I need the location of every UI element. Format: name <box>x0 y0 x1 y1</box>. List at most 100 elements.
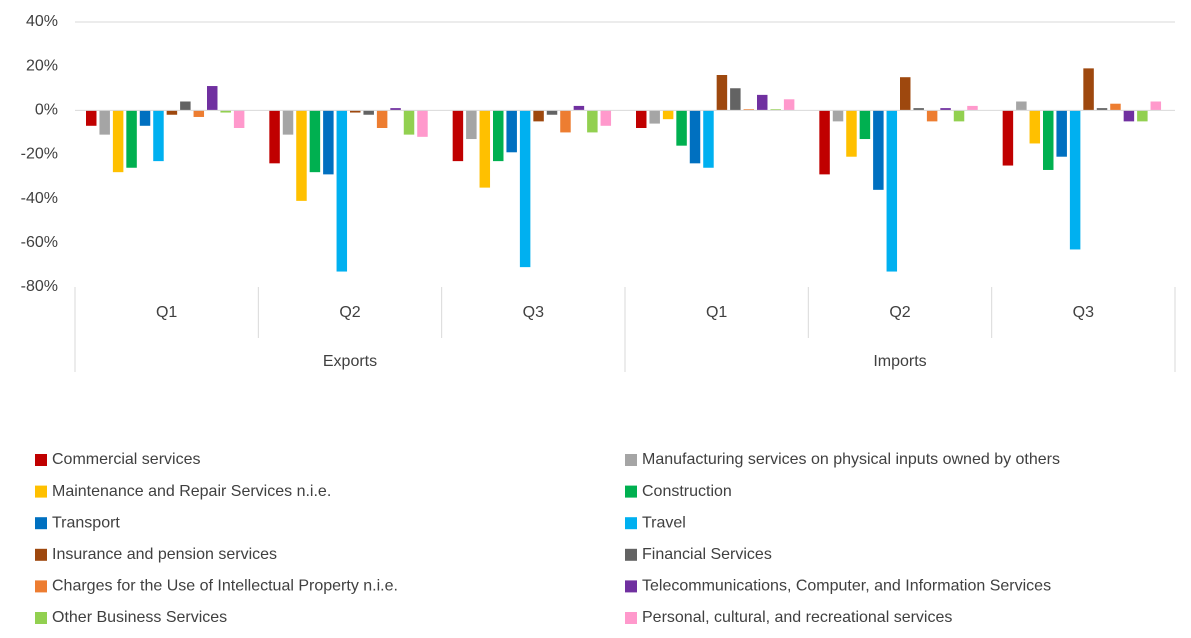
bar <box>139 110 151 126</box>
bar <box>832 110 844 122</box>
legend-label: Financial Services <box>642 546 772 563</box>
y-tick-label: 20% <box>26 57 58 74</box>
bar <box>533 110 544 122</box>
bar <box>417 110 428 137</box>
legend-swatch <box>35 548 47 561</box>
legend-label: Construction <box>642 483 732 500</box>
bar <box>703 110 714 168</box>
legend-label: Maintenance and Repair Services n.i.e. <box>52 483 331 500</box>
bar <box>180 101 191 111</box>
bar <box>269 110 280 164</box>
bar <box>1083 68 1094 111</box>
bar <box>233 110 245 128</box>
bar <box>886 110 898 272</box>
legend-swatch <box>625 517 637 530</box>
group-label: Imports <box>873 353 926 370</box>
legend-label: Charges for the Use of Intellectual Prop… <box>52 578 398 595</box>
legend-swatch <box>35 612 47 624</box>
bar <box>662 110 674 120</box>
bar <box>479 110 491 188</box>
bar <box>926 110 938 122</box>
bar <box>466 110 477 140</box>
bar <box>600 110 612 126</box>
x-tick-label: Q3 <box>523 304 544 321</box>
y-tick-label: -20% <box>21 146 58 163</box>
bar <box>336 110 348 272</box>
bar <box>493 110 504 162</box>
bar <box>900 77 911 111</box>
bar <box>323 110 334 175</box>
bar <box>193 110 205 117</box>
bar <box>953 110 965 122</box>
legend-label: Manufacturing services on physical input… <box>642 451 1060 468</box>
legend-label: Insurance and pension services <box>52 546 277 563</box>
bar <box>940 108 951 111</box>
y-tick-label: 40% <box>26 13 58 30</box>
bar <box>1029 110 1041 144</box>
bar <box>1002 110 1014 166</box>
bar <box>636 110 647 128</box>
bar <box>1043 110 1054 170</box>
bar <box>309 110 321 173</box>
bar <box>676 110 687 146</box>
bar <box>363 110 374 115</box>
bar <box>913 108 924 111</box>
bar <box>1110 103 1121 111</box>
legend-swatch <box>35 580 47 593</box>
bar <box>1137 110 1148 122</box>
legend-swatch <box>625 548 637 561</box>
legend-label: Commercial services <box>52 451 200 468</box>
bar <box>166 110 178 115</box>
legend-label: Other Business Services <box>52 609 227 626</box>
bar <box>573 105 585 111</box>
bar <box>1096 108 1108 111</box>
bar <box>1016 101 1027 111</box>
x-tick-label: Q1 <box>706 304 727 321</box>
bar <box>846 110 857 157</box>
y-tick-label: 0% <box>35 102 58 119</box>
bar <box>560 110 571 133</box>
bar <box>1069 110 1081 250</box>
legend-swatch <box>35 485 47 498</box>
bar <box>296 110 307 201</box>
legend-label: Transport <box>52 514 120 531</box>
bar <box>519 110 531 268</box>
legend-label: Personal, cultural, and recreational ser… <box>642 609 952 626</box>
y-tick-label: -60% <box>21 234 58 251</box>
bar <box>587 110 598 133</box>
y-tick-label: -40% <box>21 190 58 207</box>
x-tick-label: Q3 <box>1073 304 1094 321</box>
bar <box>859 110 871 140</box>
bar <box>99 110 110 135</box>
bar <box>770 109 781 111</box>
legend-swatch <box>35 517 47 530</box>
bar <box>207 86 218 111</box>
bar <box>390 108 401 111</box>
bar <box>819 110 830 175</box>
legend-swatch <box>35 454 47 466</box>
legend-swatch <box>625 485 637 498</box>
x-tick-label: Q1 <box>156 304 177 321</box>
bar <box>506 110 517 153</box>
bar <box>649 110 660 124</box>
x-tick-label: Q2 <box>889 304 910 321</box>
bar <box>873 110 884 190</box>
bar <box>403 110 415 135</box>
bar <box>716 75 728 111</box>
bar <box>112 110 124 173</box>
legend-label: Travel <box>642 514 686 531</box>
y-tick-label: -80% <box>21 278 58 295</box>
bar <box>350 110 361 113</box>
legend-swatch <box>625 580 637 593</box>
bar <box>452 110 464 162</box>
bar <box>1056 110 1067 157</box>
bar <box>220 110 231 113</box>
bar <box>730 88 741 111</box>
legend-label: Telecommunications, Computer, and Inform… <box>642 578 1051 595</box>
group-label: Exports <box>323 353 377 370</box>
x-tick-label: Q2 <box>339 304 360 321</box>
bar <box>376 110 388 128</box>
legend-swatch <box>625 454 637 466</box>
bar <box>743 109 755 111</box>
bar <box>689 110 701 164</box>
